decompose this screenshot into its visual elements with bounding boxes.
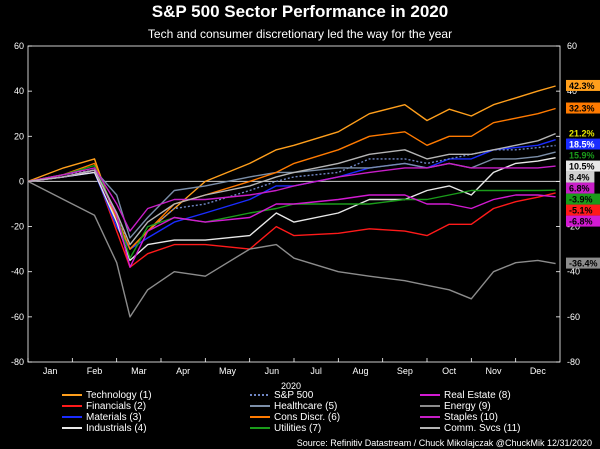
x-axis-label: 2020 bbox=[281, 381, 301, 391]
end-label-box bbox=[566, 171, 595, 183]
end-label-box bbox=[566, 102, 600, 114]
end-label: 10.5% bbox=[569, 162, 595, 172]
legend-label: Financials (2) bbox=[86, 401, 146, 412]
series-line-energy-9- bbox=[27, 180, 556, 318]
end-label: 15.9% bbox=[569, 151, 595, 161]
y-tick-label-left: -20 bbox=[11, 222, 24, 232]
series-line-utilities-7- bbox=[27, 164, 556, 259]
end-label-box bbox=[566, 182, 595, 194]
end-label-box bbox=[566, 149, 600, 161]
legend-label: Healthcare (5) bbox=[274, 401, 337, 412]
x-tick-label: Jul bbox=[310, 366, 322, 376]
legend: Technology (1) S&P 500 Real Estate (8) Fina… bbox=[62, 390, 521, 434]
chart-subtitle: Tech and consumer discretionary led the … bbox=[148, 27, 452, 41]
end-label-box bbox=[566, 215, 600, 227]
x-tick-label: Sep bbox=[397, 366, 413, 376]
y-tick-label-left: 0 bbox=[19, 176, 24, 186]
legend-label: Cons Discr. (6) bbox=[274, 412, 340, 423]
chart-title: S&P 500 Sector Performance in 2020 bbox=[152, 2, 448, 21]
series-line-cons-discr-6- bbox=[27, 107, 556, 250]
x-tick-label: May bbox=[219, 366, 237, 376]
legend-label: Utilities (7) bbox=[274, 423, 321, 434]
x-tick-label: Apr bbox=[176, 366, 190, 376]
end-label: -3.9% bbox=[569, 195, 593, 205]
y-tick-label-right: 40 bbox=[567, 86, 577, 96]
series-line-real-estate-8- bbox=[27, 169, 556, 268]
end-label: 32.3% bbox=[569, 104, 595, 114]
y-tick-label-left: 40 bbox=[14, 86, 24, 96]
end-label: -36.4% bbox=[569, 259, 598, 269]
legend-label: Energy (9) bbox=[444, 401, 491, 412]
y-tick-label-right: 60 bbox=[567, 41, 577, 51]
plot-area: -80-80-60-60-40-40-20-2000202040406060Ja… bbox=[11, 41, 600, 376]
legend-label: Materials (3) bbox=[86, 412, 142, 423]
end-label-box bbox=[566, 204, 600, 216]
end-label: 8.4% bbox=[569, 173, 590, 183]
end-label: 18.5% bbox=[569, 140, 595, 150]
end-label: 6.8% bbox=[569, 184, 590, 194]
x-tick-label: Nov bbox=[485, 366, 502, 376]
x-tick-label: Jun bbox=[265, 366, 280, 376]
legend-label: Real Estate (8) bbox=[444, 390, 511, 401]
x-tick-label: Mar bbox=[131, 366, 147, 376]
legend-label: Staples (10) bbox=[444, 412, 498, 423]
y-tick-label-left: 20 bbox=[14, 131, 24, 141]
legend-label: Comm. Svcs (11) bbox=[444, 423, 521, 434]
source-note: Source: Refinitiv Datastream / Chuck Mik… bbox=[297, 438, 592, 448]
legend-label: Industrials (4) bbox=[86, 423, 147, 434]
end-label: 42.3% bbox=[569, 81, 595, 91]
y-tick-label-right: -60 bbox=[567, 312, 580, 322]
series-line-financials-2- bbox=[27, 169, 556, 268]
end-label-box bbox=[566, 127, 600, 139]
end-label-box bbox=[566, 138, 600, 150]
y-tick-label-left: 60 bbox=[14, 41, 24, 51]
end-label: -6.8% bbox=[569, 217, 593, 227]
x-tick-label: Jan bbox=[43, 366, 58, 376]
y-tick-label-left: -40 bbox=[11, 267, 24, 277]
series-line-staples-10- bbox=[27, 162, 556, 232]
series-line-comm-svcs-11- bbox=[27, 132, 556, 246]
end-label-box bbox=[566, 79, 600, 91]
y-tick-label-left: -80 bbox=[11, 357, 24, 367]
x-tick-label: Oct bbox=[442, 366, 457, 376]
end-label-box bbox=[566, 160, 600, 172]
end-label: 21.2% bbox=[569, 129, 595, 139]
x-tick-label: Feb bbox=[87, 366, 103, 376]
y-tick-label-right: -80 bbox=[567, 357, 580, 367]
x-tick-label: Dec bbox=[530, 366, 547, 376]
y-tick-label-left: -60 bbox=[11, 312, 24, 322]
end-label: -5.1% bbox=[569, 206, 593, 216]
legend-label: Technology (1) bbox=[86, 390, 152, 401]
y-tick-label-right: -40 bbox=[567, 267, 580, 277]
end-label-box bbox=[566, 257, 600, 269]
end-label-box bbox=[566, 193, 600, 205]
legend-label: S&P 500 bbox=[274, 390, 314, 401]
x-tick-label: Aug bbox=[352, 366, 368, 376]
